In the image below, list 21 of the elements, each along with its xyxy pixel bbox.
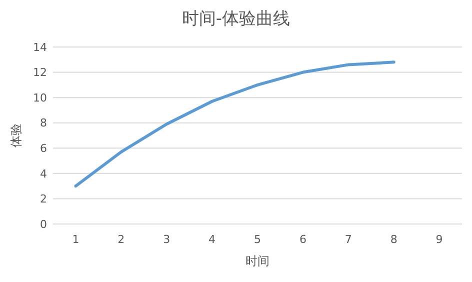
chart-title: 时间-体验曲线 (182, 9, 290, 29)
y-tick-label: 10 (33, 91, 47, 104)
y-axis-title: 体验 (9, 124, 23, 148)
x-axis-title: 时间 (246, 254, 270, 268)
y-tick-label: 4 (40, 167, 47, 180)
x-tick-label: 4 (208, 233, 216, 246)
y-tick-label: 12 (33, 66, 47, 80)
y-tick-label: 6 (40, 142, 47, 155)
x-tick-label: 9 (436, 233, 443, 246)
y-tick-label: 0 (40, 218, 47, 231)
x-tick-label: 6 (299, 233, 306, 246)
x-tick-label: 1 (72, 233, 80, 246)
x-tick-label: 2 (118, 233, 125, 246)
x-tick-label: 3 (163, 233, 170, 246)
y-tick-label: 8 (40, 116, 47, 130)
line-series (74, 60, 396, 188)
x-tick-label: 5 (254, 233, 261, 246)
y-tick-label: 2 (40, 192, 47, 206)
y-tick-label: 14 (33, 40, 47, 54)
x-tick-label: 7 (344, 233, 352, 246)
x-tick-label: 8 (390, 233, 398, 246)
